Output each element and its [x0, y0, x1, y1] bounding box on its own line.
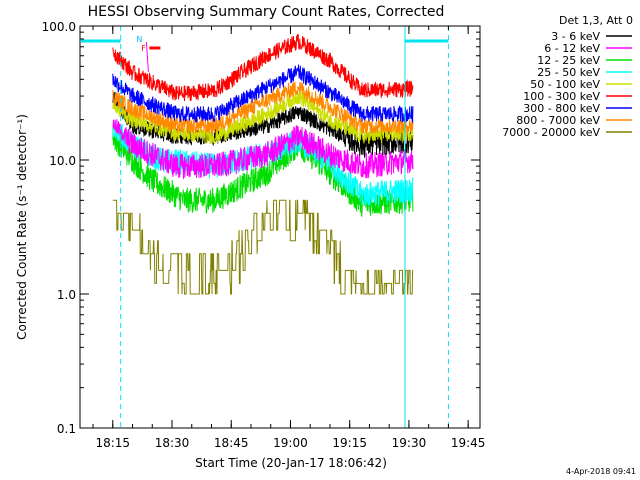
x-tick-label: 19:30: [392, 436, 427, 450]
y-axis-label: Corrected Count Rate (s⁻¹ detector⁻¹): [15, 114, 29, 340]
x-tick-label: 18:30: [155, 436, 190, 450]
flare-flag-label: F: [141, 44, 146, 53]
x-tick-label: 19:15: [332, 436, 367, 450]
series-line: [112, 34, 414, 102]
series-line: [112, 64, 414, 124]
series-line: [112, 119, 414, 179]
legend-entry-label: 800 - 7000 keV: [516, 114, 600, 127]
legend-entry-label: 100 - 300 keV: [523, 90, 600, 103]
legend-entry-label: 3 - 6 keV: [551, 30, 600, 43]
flare-spike: [145, 41, 149, 73]
footer-timestamp: 4-Apr-2018 09:41: [566, 467, 636, 476]
x-tick-label: 19:45: [451, 436, 486, 450]
legend-title: Det 1,3, Att 0: [559, 14, 633, 27]
series-layer: [112, 34, 414, 295]
night-flag-label: N: [136, 35, 142, 44]
y-axis: 0.1 1.0 10.0 100.0: [42, 20, 480, 436]
x-tick-label: 19:00: [273, 436, 308, 450]
legend-entry-label: 12 - 25 keV: [537, 54, 600, 67]
x-axis-label: Start Time (20-Jan-17 18:06:42): [195, 456, 387, 470]
x-axis: 18:15 18:30 18:45 19:00 19:15 19:30 19:45: [92, 26, 486, 450]
legend-entry-label: 7000 - 20000 keV: [502, 126, 600, 139]
y-tick-label: 100.0: [42, 20, 76, 34]
series-line: [112, 199, 414, 295]
x-tick-label: 18:15: [95, 436, 130, 450]
plot-area: NF 18:15 18:30 18:45 19:00 19:15 19:30 19:45 0…: [42, 20, 486, 450]
chart-title: HESSI Observing Summary Count Rates, Cor…: [88, 4, 445, 20]
legend-entry-label: 25 - 50 keV: [537, 66, 600, 79]
legend-entry-label: 300 - 800 keV: [523, 102, 600, 115]
x-tick-label: 18:45: [214, 436, 249, 450]
y-tick-label: 10.0: [49, 154, 76, 168]
legend-entry-label: 6 - 12 keV: [544, 42, 600, 55]
legend-entry-label: 50 - 100 keV: [530, 78, 600, 91]
plot-frame: [79, 25, 481, 429]
y-tick-label: 1.0: [57, 288, 76, 302]
y-tick-label: 0.1: [57, 422, 76, 436]
series-line: [112, 81, 414, 135]
